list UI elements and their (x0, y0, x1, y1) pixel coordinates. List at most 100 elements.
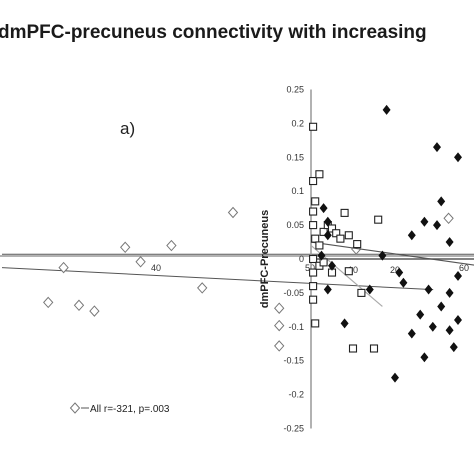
data-point (382, 104, 391, 115)
data-point (454, 270, 462, 281)
data-point (323, 284, 332, 295)
data-point (399, 277, 408, 288)
data-point (120, 241, 131, 254)
data-point (407, 230, 416, 241)
data-point (416, 309, 425, 320)
data-point (340, 318, 349, 329)
data-point (340, 208, 349, 217)
data-point (58, 261, 69, 274)
data-point (449, 342, 458, 353)
x-tick-label: 10 (348, 265, 358, 275)
data-point (274, 302, 285, 314)
y-tick-label: -0.15 (283, 356, 304, 366)
panel-a-label: a) (120, 119, 135, 138)
data-point (420, 216, 429, 227)
data-point (353, 240, 362, 249)
x-tick-label: 60 (459, 263, 469, 273)
data-point (433, 220, 441, 231)
data-point (311, 319, 320, 328)
panel-b: dmPFC-Precuneus 0.25 0.2 0.15 0.1 0.05 0 -0.05… (259, 85, 474, 434)
data-point (309, 176, 318, 186)
trendline (310, 241, 474, 266)
data-point (309, 282, 318, 291)
data-point (166, 239, 177, 252)
data-point (309, 207, 318, 216)
data-point (332, 229, 341, 238)
data-point (327, 224, 337, 233)
data-point (309, 221, 318, 230)
data-point (424, 284, 433, 295)
panel-b-points (309, 104, 462, 383)
y-tick-label: 0.15 (286, 152, 304, 162)
data-point (309, 122, 318, 131)
data-point (344, 267, 353, 276)
data-point (89, 305, 100, 317)
data-point (311, 197, 320, 206)
y-tick-label: 0.25 (286, 85, 304, 95)
data-point (309, 295, 318, 304)
panel-a: a) 40506070 All r=-321, p=.003 (0, 119, 474, 415)
y-tick-label: 0 (299, 254, 304, 264)
data-point (319, 203, 328, 214)
data-point (348, 344, 358, 353)
data-point (437, 196, 446, 207)
data-point (328, 260, 336, 271)
data-point (317, 250, 326, 261)
data-point (357, 288, 366, 297)
data-point (274, 340, 285, 352)
trendline (1, 267, 434, 291)
panel-a-points (43, 206, 454, 352)
y-tick-label: 0.05 (286, 220, 304, 230)
data-point (344, 231, 353, 240)
data-point (395, 267, 404, 278)
data-point (445, 325, 454, 336)
data-point (378, 250, 387, 261)
data-point (43, 296, 54, 309)
data-point (445, 237, 454, 248)
data-point (428, 321, 437, 332)
panel-b-x-ticks: 10 20 (348, 265, 400, 275)
data-point (420, 352, 429, 363)
data-point (443, 212, 454, 225)
data-point (374, 215, 383, 224)
panel-a-legend: All r=-321, p=.003 (69, 402, 170, 415)
y-tick-label: -0.2 (288, 390, 304, 400)
legend-label: All r=-321, p=.003 (90, 404, 170, 415)
data-point (391, 372, 399, 383)
data-point (135, 256, 146, 268)
data-point (336, 234, 345, 243)
data-point (323, 216, 332, 227)
data-point (437, 301, 446, 312)
data-point (445, 287, 454, 298)
y-tick-label: 0.1 (291, 186, 304, 196)
data-point (73, 299, 85, 312)
data-point (433, 142, 441, 153)
legend-marker (69, 402, 81, 414)
data-point (311, 234, 320, 243)
y-tick-label: -0.05 (283, 288, 304, 298)
data-point (454, 152, 462, 163)
data-point (197, 282, 208, 294)
x-tick-label: 50 (305, 263, 315, 273)
y-tick-label: 0.2 (291, 118, 304, 128)
data-point (319, 258, 328, 267)
data-point (309, 254, 318, 264)
legend-marker-shape (69, 402, 81, 414)
y-tick-label: -0.1 (288, 322, 304, 332)
data-point (227, 206, 239, 219)
panel-b-y-ticks: 0.25 0.2 0.15 0.1 0.05 0 -0.05 -0.1 -0.15 -0.2 -0.… (283, 85, 304, 434)
panel-a-trendlines (1, 253, 474, 291)
data-point (309, 268, 318, 277)
panel-a-x-ticks: 40506070 (151, 263, 469, 273)
data-point (274, 319, 285, 332)
data-point (369, 344, 379, 353)
y-tick-label: -0.25 (283, 424, 304, 434)
data-point (365, 284, 374, 295)
data-point (407, 328, 416, 339)
panel-b-y-axis-label: dmPFC-Precuneus (259, 210, 271, 308)
data-point (315, 170, 324, 179)
data-point (323, 230, 332, 241)
data-point (454, 315, 462, 326)
chart-title: dmPFC-precuneus connectivity with increa… (0, 22, 427, 43)
